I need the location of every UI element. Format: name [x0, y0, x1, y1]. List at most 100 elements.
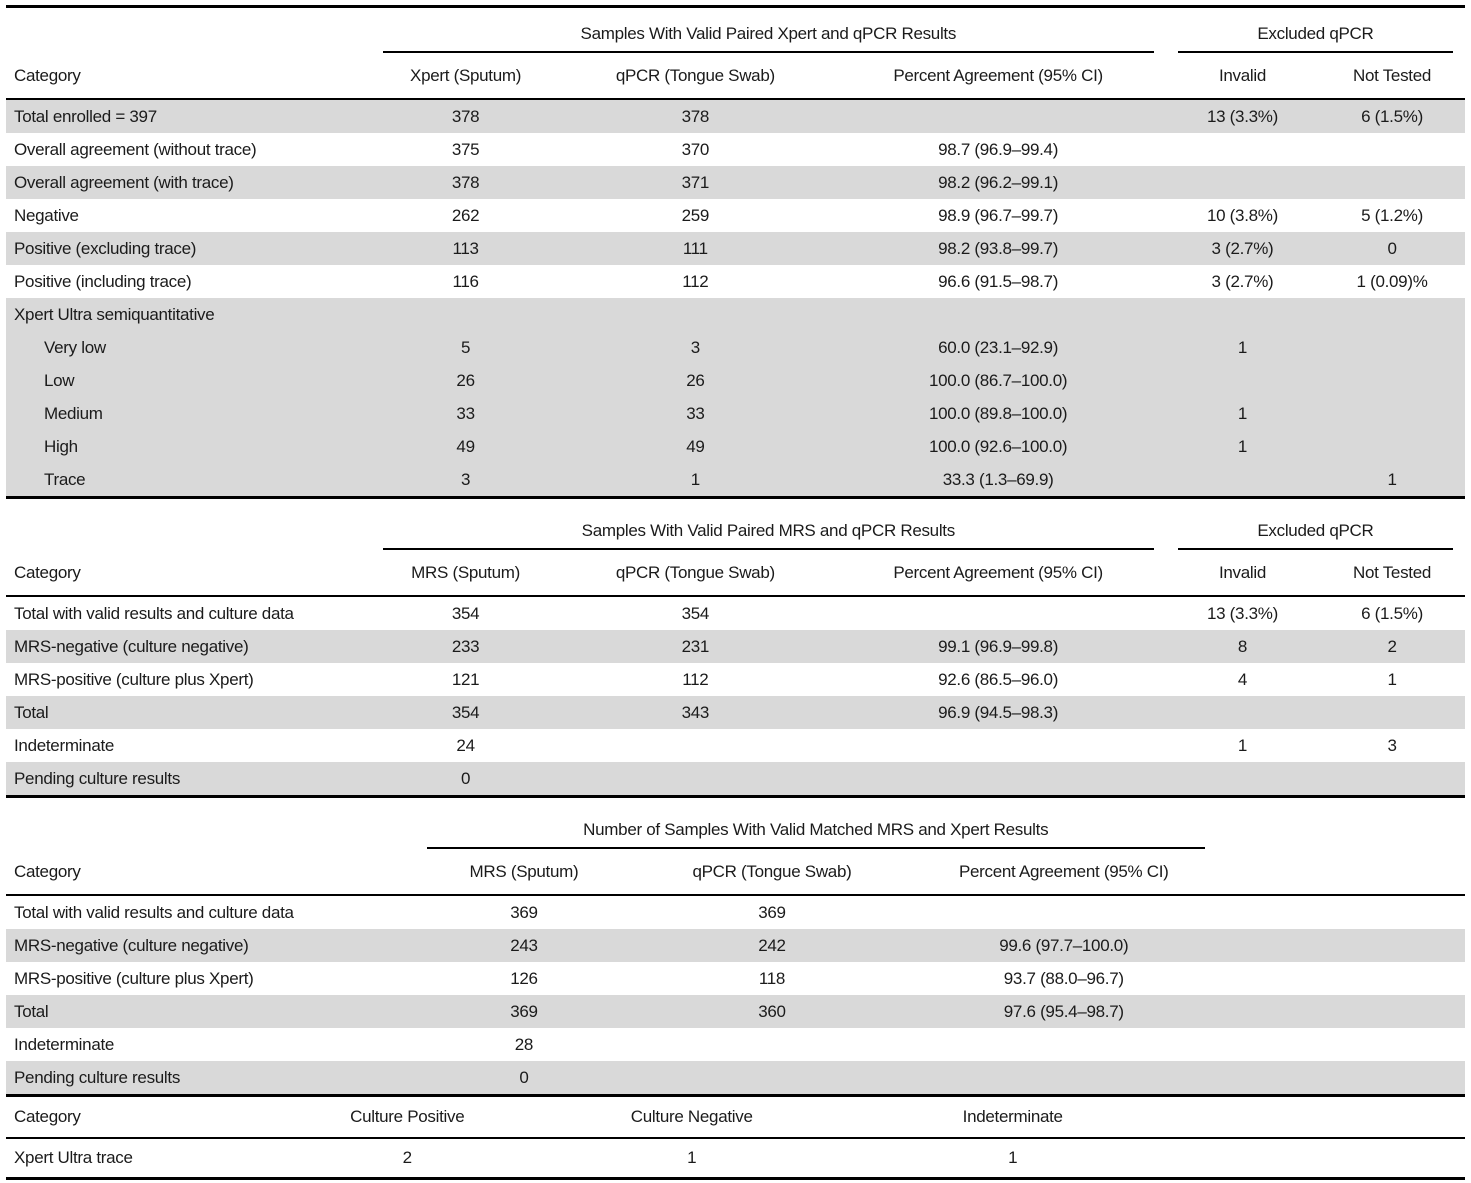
table-row: Total 354 343 96.9 (94.5–98.3): [6, 696, 1465, 729]
value-cell: 5: [370, 331, 561, 364]
value-cell: 98.2 (96.2–99.1): [830, 166, 1166, 199]
xpert-qpcr-results-table: Samples With Valid Paired Xpert and qPCR…: [6, 5, 1465, 499]
value-cell: 49: [560, 430, 831, 463]
value-cell: 100.0 (92.6–100.0): [830, 430, 1166, 463]
table-row: Xpert Ultra trace 2 1 1: [6, 1138, 1465, 1179]
category-cell: Total enrolled = 397: [6, 99, 371, 133]
column-header-row: Category MRS (Sputum) qPCR (Tongue Swab)…: [6, 849, 1465, 896]
value-cell: [370, 298, 561, 331]
table-row: MRS-positive (culture plus Xpert) 126 118 9…: [6, 962, 1465, 995]
value-cell: [910, 1061, 1217, 1096]
value-cell: 1: [1165, 331, 1320, 364]
value-cell: 6 (1.5%): [1361, 603, 1423, 623]
category-cell: Overall agreement (without trace): [14, 139, 257, 159]
table-row: Indeterminate 28: [6, 1028, 1465, 1061]
value-cell: [830, 298, 1166, 331]
value-cell: 116: [452, 271, 479, 291]
table-row: Indeterminate 24 1 3: [6, 729, 1465, 762]
spacer-cell: [6, 804, 415, 849]
table-row: Very low 5 3 60.0 (23.1–92.9) 1: [6, 331, 1465, 364]
category-cell: Indeterminate: [14, 735, 115, 755]
value-cell: 378: [560, 99, 831, 133]
spanner-excluded-label: Excluded qPCR: [1177, 521, 1453, 550]
spacer-cell: [1217, 1028, 1465, 1061]
value-cell: 6 (1.5%): [1319, 99, 1465, 133]
spacer-cell: [1217, 895, 1465, 929]
mrs-qpcr-results-table: Samples With Valid Paired MRS and qPCR R…: [6, 505, 1465, 798]
spanner-row: Number of Samples With Valid Matched MRS…: [6, 804, 1465, 849]
spanner-main-label: Number of Samples With Valid Matched MRS…: [426, 820, 1205, 849]
value-cell: 2: [1319, 630, 1465, 663]
table-row: MRS-positive (culture plus Xpert) 121 112 9…: [6, 663, 1465, 696]
category-cell: Medium: [6, 397, 371, 430]
value-cell: 360: [633, 995, 911, 1028]
value-cell: [1319, 762, 1465, 797]
value-cell: 1: [1387, 669, 1397, 689]
value-cell: 112: [682, 271, 709, 291]
value-cell: 242: [633, 929, 911, 962]
category-cell: Positive (including trace): [14, 271, 192, 291]
value-cell: 97.6 (95.4–98.7): [910, 995, 1217, 1028]
value-cell: 98.2 (93.8–99.7): [830, 232, 1166, 265]
xpert-trace-culture-table: Category Culture Positive Culture Negati…: [6, 1097, 1465, 1180]
category-cell: High: [6, 430, 371, 463]
value-cell: 369: [758, 902, 786, 922]
column-header: MRS (Sputum): [370, 550, 561, 597]
value-cell: 1: [560, 463, 831, 498]
value-cell: 378: [370, 99, 561, 133]
spanner-row: Samples With Valid Paired Xpert and qPCR…: [6, 7, 1465, 53]
value-cell: 100.0 (86.7–100.0): [830, 364, 1166, 397]
value-cell: [560, 729, 830, 762]
spacer-cell: [1216, 929, 1465, 962]
column-header: Percent Agreement (95% CI): [830, 53, 1166, 100]
spacer-cell: [1158, 1097, 1465, 1139]
value-cell: 354: [451, 603, 480, 623]
table-row: Medium 33 33 100.0 (89.8–100.0) 1: [6, 397, 1465, 430]
value-cell: 354: [370, 696, 561, 729]
spanner-excluded-cell: Excluded qPCR: [1166, 505, 1465, 550]
spanner-main-cell: Number of Samples With Valid Matched MRS…: [415, 804, 1217, 849]
value-cell: 370: [681, 139, 710, 159]
value-cell: [560, 298, 831, 331]
value-cell: [830, 596, 1166, 630]
value-cell: 0: [370, 762, 561, 797]
category-cell: Total: [6, 696, 371, 729]
column-header: Percent Agreement (95% CI): [910, 849, 1217, 896]
value-cell: 1: [1319, 463, 1465, 498]
category-cell: Xpert Ultra trace: [14, 1148, 133, 1167]
spanner-row: Samples With Valid Paired MRS and qPCR R…: [6, 505, 1465, 550]
value-cell: 233: [370, 630, 561, 663]
spacer-cell: [1216, 1061, 1465, 1096]
table-row: Positive (excluding trace) 113 111 98.2 (93…: [6, 232, 1465, 265]
value-cell: 10 (3.8%): [1206, 205, 1278, 225]
value-cell: 3 (2.7%): [1211, 271, 1274, 291]
category-cell: Low: [6, 364, 371, 397]
column-header: Not Tested: [1319, 550, 1465, 597]
value-cell: 33: [370, 397, 561, 430]
value-cell: 378: [370, 166, 561, 199]
value-cell: [1165, 762, 1320, 797]
value-cell: 369: [510, 902, 538, 922]
category-cell: Trace: [6, 463, 371, 498]
table-row: Overall agreement (with trace) 378 371 98.2…: [6, 166, 1465, 199]
value-cell: 118: [758, 968, 786, 988]
category-cell: Pending culture results: [6, 1061, 415, 1096]
value-cell: [1319, 364, 1465, 397]
table-row: Total with valid results and culture dat…: [6, 596, 1465, 630]
value-cell: 8: [1165, 630, 1320, 663]
value-cell: 3: [370, 463, 561, 498]
value-cell: 28: [514, 1034, 534, 1054]
value-cell: 113: [370, 232, 561, 265]
value-cell: 343: [560, 696, 831, 729]
column-header: qPCR (Tongue Swab): [560, 550, 831, 597]
spacer-cell: [1216, 849, 1465, 896]
value-cell: [633, 1061, 911, 1096]
column-header: Invalid: [1165, 53, 1320, 100]
value-cell: 5 (1.2%): [1361, 205, 1423, 225]
column-header: Invalid: [1165, 550, 1320, 597]
category-cell: Positive (excluding trace): [6, 232, 371, 265]
value-cell: 3 (2.7%): [1165, 232, 1320, 265]
category-cell: Indeterminate: [14, 1034, 115, 1054]
column-header: Xpert (Sputum): [370, 53, 561, 100]
value-cell: [1319, 133, 1465, 166]
